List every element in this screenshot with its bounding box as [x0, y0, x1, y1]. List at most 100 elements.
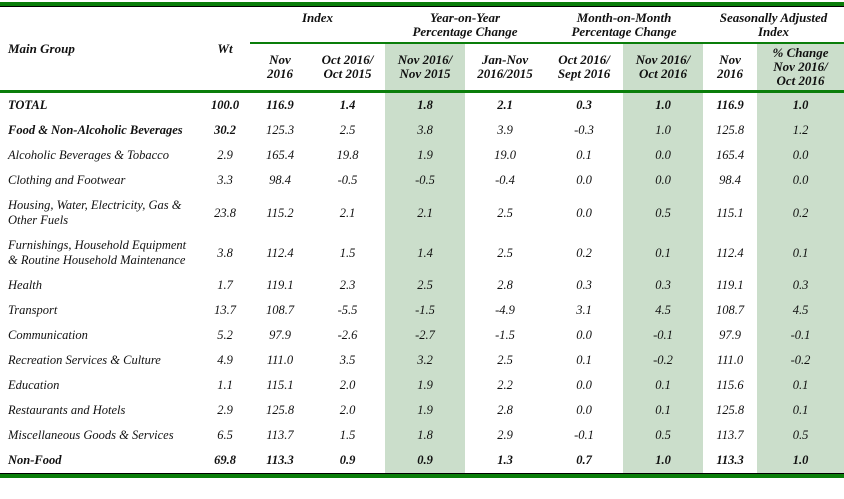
cell-wt: 23.8 [214, 205, 236, 220]
table-body: TOTAL 100.0 116.9 1.4 1.8 2.1 0.3 1.0 11… [0, 91, 844, 474]
cell-wt: 3.8 [217, 245, 233, 260]
cell-yoy-nov2016-nov2015: 2.1 [385, 193, 465, 234]
cell-sa-nov-2016: 112.4 [716, 245, 744, 260]
cell-yoy-jan-nov: 2.5 [497, 353, 513, 368]
cell-wt: 30.2 [214, 123, 236, 138]
cell-mom-oct2016-sept2016: 0.3 [576, 98, 592, 113]
row-label: Health [8, 278, 43, 293]
cell-mom-nov2016-oct2016: 1.0 [623, 448, 704, 474]
cell-sa-nov-2016: 115.1 [716, 205, 744, 220]
cell-sa-pct-change: 1.0 [757, 448, 844, 474]
cell-wt: 100.0 [210, 98, 240, 113]
cell-sa-nov-2016: 97.9 [719, 328, 741, 343]
cell-sa-pct-change: 4.5 [757, 298, 844, 324]
cell-index-oct2016-oct2015: 19.8 [336, 148, 359, 163]
cell-index-oct2016-oct2015: 3.5 [339, 353, 356, 368]
col-header-wt: Wt [200, 6, 250, 94]
cell-sa-pct-change: -0.2 [757, 348, 844, 374]
cell-mom-oct2016-sept2016: 0.2 [576, 245, 592, 260]
col-header-yoy-nov2016-nov2015: Nov 2016/ Nov 2015 [385, 42, 465, 94]
cell-index-oct2016-oct2015: 2.3 [339, 278, 356, 293]
row-label: TOTAL [8, 98, 48, 113]
cell-sa-nov-2016: 108.7 [715, 303, 745, 318]
cell-yoy-nov2016-nov2015: 0.9 [385, 448, 465, 474]
col-header-mom-oct2016-sept2016: Oct 2016/ Sept 2016 [545, 42, 624, 94]
cell-mom-nov2016-oct2016: 1.0 [623, 118, 704, 144]
table-row: Recreation Services & Culture 4.9 111.0 … [0, 348, 844, 374]
cell-mom-nov2016-oct2016: 0.3 [623, 273, 704, 299]
cell-yoy-nov2016-nov2015: 1.9 [385, 398, 465, 424]
cell-mom-nov2016-oct2016: 0.5 [623, 423, 704, 449]
cell-index-nov-2016: 111.0 [266, 353, 294, 368]
cell-mom-nov2016-oct2016: -0.1 [623, 323, 704, 349]
cell-index-nov-2016: 112.4 [266, 245, 294, 260]
cell-mom-oct2016-sept2016: -0.1 [574, 428, 594, 443]
cell-mom-oct2016-sept2016: 0.0 [576, 403, 592, 418]
cell-sa-nov-2016: 113.7 [716, 428, 744, 443]
cell-index-nov-2016: 113.7 [266, 428, 294, 443]
cell-mom-oct2016-sept2016: 0.3 [576, 278, 592, 293]
table-row: Alcoholic Beverages & Tobacco 2.9 165.4 … [0, 143, 844, 169]
cell-index-oct2016-oct2015: 1.4 [339, 98, 356, 113]
cell-yoy-jan-nov: -0.4 [495, 173, 515, 188]
cell-yoy-jan-nov: 2.1 [497, 98, 513, 113]
table-row: Restaurants and Hotels 2.9 125.8 2.0 1.9… [0, 398, 844, 424]
col-header-index-oct2016-oct2015: Oct 2016/ Oct 2015 [310, 42, 385, 94]
cpi-main-group-table: Main Group Wt Index Year-on-Year Percent… [0, 2, 844, 479]
row-label: Miscellaneous Goods & Services [8, 428, 174, 443]
cell-sa-pct-change: 1.2 [757, 118, 844, 144]
cell-yoy-nov2016-nov2015: 3.2 [385, 348, 465, 374]
cell-index-nov-2016: 108.7 [265, 303, 295, 318]
group-header-year-on-year: Year-on-Year Percentage Change [385, 6, 546, 44]
cell-yoy-jan-nov: -1.5 [495, 328, 515, 343]
cell-wt: 13.7 [214, 303, 236, 318]
cell-mom-oct2016-sept2016: 0.0 [576, 173, 592, 188]
cell-yoy-nov2016-nov2015: 1.9 [385, 143, 465, 169]
row-label: Food & Non-Alcoholic Beverages [8, 123, 183, 138]
cell-index-oct2016-oct2015: 2.1 [339, 205, 356, 220]
cell-mom-nov2016-oct2016: 1.0 [623, 91, 704, 119]
cell-yoy-nov2016-nov2015: 1.8 [385, 91, 465, 119]
cell-yoy-nov2016-nov2015: -0.5 [385, 168, 465, 194]
cell-wt: 1.7 [217, 278, 233, 293]
cell-index-nov-2016: 116.9 [266, 98, 294, 113]
data-table: Main Group Wt Index Year-on-Year Percent… [0, 6, 844, 475]
cell-mom-oct2016-sept2016: 0.0 [576, 328, 592, 343]
cell-mom-nov2016-oct2016: 0.1 [623, 233, 704, 274]
cell-yoy-jan-nov: 1.3 [497, 453, 513, 468]
cell-sa-pct-change: 0.1 [757, 398, 844, 424]
cell-yoy-jan-nov: -4.9 [495, 303, 515, 318]
cell-index-nov-2016: 165.4 [265, 148, 295, 163]
table-header: Main Group Wt Index Year-on-Year Percent… [0, 6, 844, 94]
row-label: Transport [8, 303, 58, 318]
cell-wt: 5.2 [217, 328, 233, 343]
cell-index-oct2016-oct2015: 2.5 [339, 123, 356, 138]
table-row: Food & Non-Alcoholic Beverages 30.2 125.… [0, 118, 844, 144]
cell-mom-nov2016-oct2016: 4.5 [623, 298, 704, 324]
cell-wt: 4.9 [217, 353, 233, 368]
cell-index-oct2016-oct2015: -5.5 [337, 303, 358, 318]
cell-index-nov-2016: 125.3 [265, 123, 295, 138]
cell-sa-pct-change: 0.1 [757, 373, 844, 399]
table-row: Miscellaneous Goods & Services 6.5 113.7… [0, 423, 844, 449]
cell-sa-pct-change: -0.1 [757, 323, 844, 349]
cell-yoy-nov2016-nov2015: 1.9 [385, 373, 465, 399]
cell-wt: 3.3 [217, 173, 233, 188]
cell-sa-nov-2016: 125.8 [715, 403, 745, 418]
cell-yoy-jan-nov: 2.2 [497, 378, 513, 393]
cell-yoy-nov2016-nov2015: 1.4 [385, 233, 465, 274]
cell-mom-nov2016-oct2016: 0.0 [623, 143, 704, 169]
group-header-index: Index [250, 6, 385, 44]
row-label: Education [8, 378, 60, 393]
cell-mom-oct2016-sept2016: 3.1 [576, 303, 592, 318]
cell-mom-nov2016-oct2016: -0.2 [623, 348, 704, 374]
col-header-mom-nov2016-oct2016: Nov 2016/ Oct 2016 [623, 42, 704, 94]
table-row: Furnishings, Household Equipment & Routi… [0, 233, 844, 274]
cell-wt: 6.5 [217, 428, 233, 443]
cell-sa-pct-change: 0.3 [757, 273, 844, 299]
cell-wt: 69.8 [214, 453, 236, 468]
col-header-sa-pct-change: % Change Nov 2016/ Oct 2016 [757, 42, 844, 94]
cell-mom-oct2016-sept2016: 0.1 [576, 148, 592, 163]
cell-mom-nov2016-oct2016: 0.1 [623, 398, 704, 424]
